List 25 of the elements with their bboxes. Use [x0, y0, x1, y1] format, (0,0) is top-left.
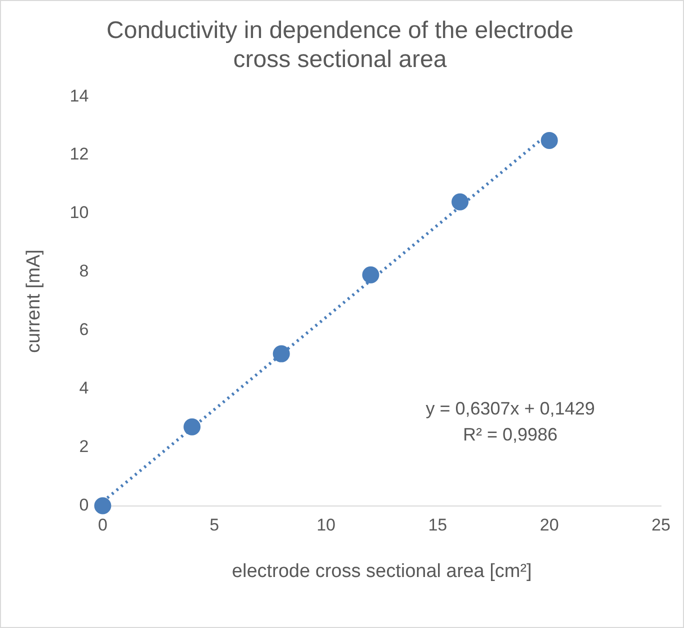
y-tick-label: 8 — [79, 262, 89, 281]
point — [94, 497, 112, 514]
chart-title: Conductivity in dependence of the electrode cross sectional area — [106, 17, 574, 73]
x-tick-label: 10 — [316, 516, 336, 535]
point — [184, 418, 201, 436]
y-tick-label: 0 — [79, 495, 89, 514]
annotation: R² = 0,9986 — [462, 424, 558, 445]
y-tick-label: 6 — [79, 320, 89, 340]
y-tick-label: 12 — [70, 144, 89, 164]
y-tick-label: 2 — [79, 437, 89, 456]
x-tick-label: 0 — [98, 516, 108, 535]
y-tick-label: 14 — [70, 86, 89, 106]
x-axis-title: electrode cross sectional area [cm²] — [232, 560, 532, 582]
y-tick-label: 4 — [79, 378, 89, 398]
x-tick-label: 20 — [540, 516, 559, 535]
point — [452, 193, 469, 210]
x-tick-label: 15 — [428, 516, 448, 535]
y-axis-title: current [mA] — [24, 249, 45, 353]
x-tick-label: 25 — [652, 516, 670, 535]
point — [540, 132, 558, 149]
x-tick-label: 5 — [210, 516, 220, 535]
point — [362, 266, 380, 284]
y-tick-label: 10 — [70, 203, 89, 222]
annotation: y = 0,6307x + 0,1429 — [426, 398, 595, 419]
point — [272, 345, 290, 362]
